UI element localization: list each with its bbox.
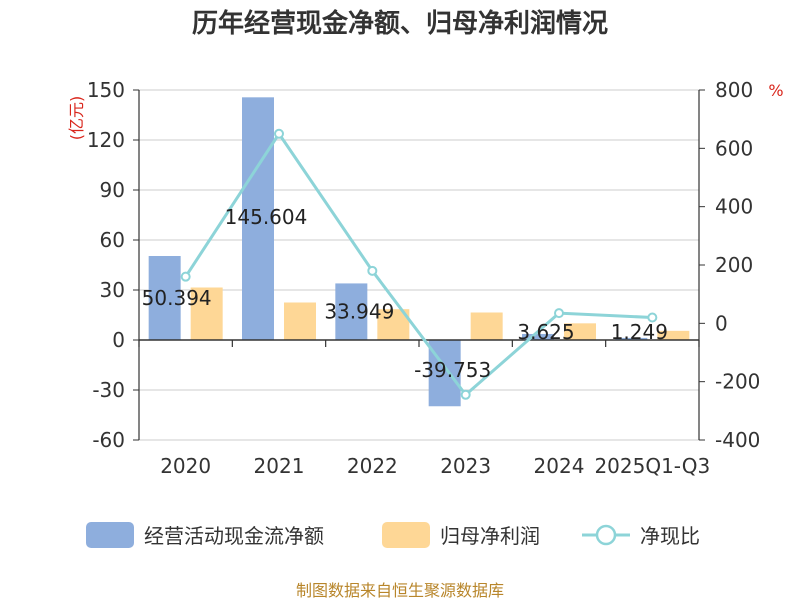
cashflow-data-label: 50.394 [142, 286, 212, 310]
left-tick-label: 0 [112, 328, 125, 352]
right-tick-label: 800 [715, 78, 753, 102]
cashflow-bar [242, 97, 274, 341]
left-tick-label: 30 [100, 278, 125, 302]
category-label: 2024 [534, 454, 585, 478]
grid-lines [139, 89, 699, 441]
left-tick-label: -30 [92, 378, 125, 402]
profit-bar [190, 287, 223, 340]
profit-bar [284, 302, 316, 340]
ratio-point [460, 389, 471, 400]
cashflow-bar [148, 256, 181, 340]
left-axis-unit: (亿元) [67, 96, 86, 141]
profit-bar [564, 323, 596, 340]
right-tick-label: 400 [715, 195, 753, 219]
data-labels: 50.394 145.604 33.949 -39.753 3.625 1.249 [142, 205, 668, 382]
legend-label: 净现比 [640, 524, 700, 548]
profit-bar [470, 312, 503, 340]
category-label: 2021 [254, 454, 305, 478]
cashflow-data-label: 145.604 [225, 205, 308, 229]
legend-label: 归母净利润 [440, 524, 540, 548]
cashflow-data-label: 1.249 [611, 320, 668, 344]
left-tick-label: 60 [100, 228, 125, 252]
category-label: 2023 [440, 454, 491, 478]
ratio-point [647, 312, 658, 323]
ratio-point [180, 271, 191, 282]
ratio-point [367, 265, 378, 276]
cashflow-bar [335, 283, 368, 340]
cashflow-data-label: 33.949 [324, 300, 394, 324]
legend-label: 经营活动现金流净额 [144, 524, 324, 548]
profit-bar [657, 330, 690, 340]
cashflow-data-label: -39.753 [414, 358, 491, 382]
right-tick-label: 0 [715, 311, 728, 335]
legend: 经营活动现金流净额 归母净利润 净现比 [86, 522, 700, 548]
axes: -60 -30 0 30 60 90 120 150 -400 -200 0 200 400 600 800… [87, 78, 761, 478]
left-tick-label: -60 [92, 428, 125, 452]
right-tick-label: 600 [715, 136, 753, 160]
chart-title: 历年经营现金净额、归母净利润情况 [192, 8, 608, 39]
source-note: 制图数据来自恒生聚源数据库 [296, 581, 504, 600]
left-tick-label: 150 [87, 78, 125, 102]
cashflow-bar [522, 333, 554, 340]
category-label: 2022 [347, 454, 398, 478]
cashflow-data-label: 3.625 [517, 320, 574, 344]
category-label: 2025Q1-Q3 [594, 454, 710, 478]
left-tick-label: 120 [87, 128, 125, 152]
bars [148, 97, 690, 407]
ratio-point [554, 308, 564, 319]
legend-marker [595, 524, 617, 546]
ratio-line [180, 128, 658, 400]
ratio-line-path [184, 131, 653, 397]
right-tick-label: -400 [715, 428, 760, 452]
cashflow-bar [615, 337, 648, 340]
ratio-point [274, 128, 284, 139]
legend-swatch [86, 522, 134, 548]
left-tick-label: 90 [100, 178, 125, 202]
category-label: 2020 [160, 454, 211, 478]
right-tick-label: -200 [715, 370, 760, 394]
legend-swatch [382, 522, 430, 548]
right-axis-unit: % [768, 81, 783, 100]
right-tick-label: 200 [715, 253, 753, 277]
